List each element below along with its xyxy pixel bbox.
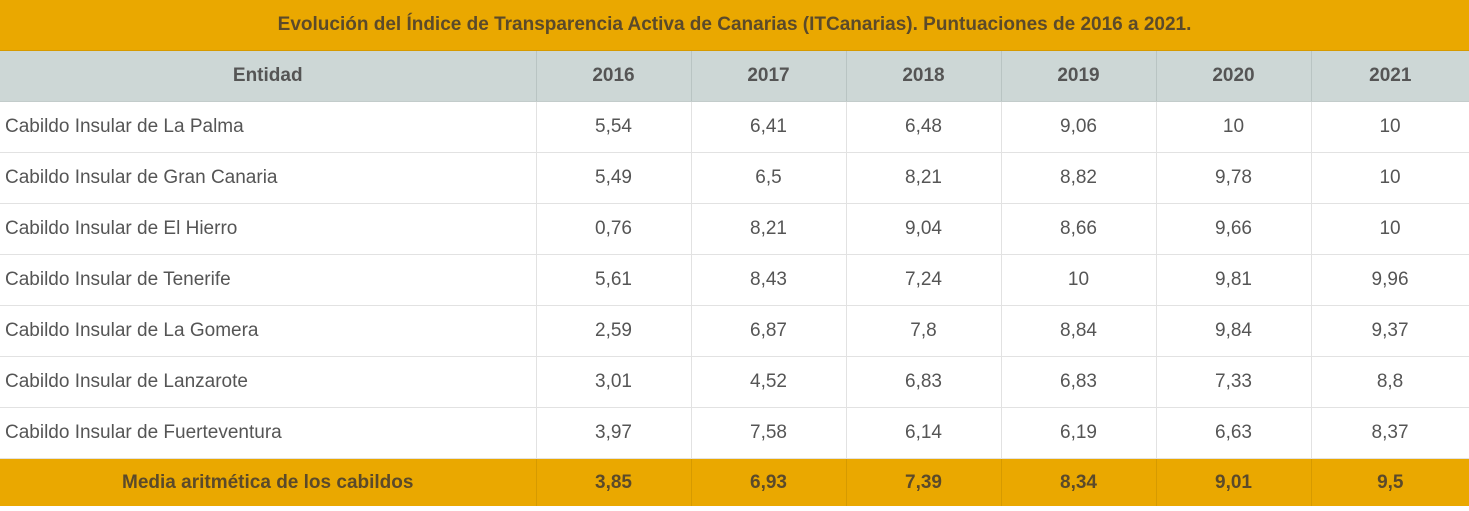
score-cell: 5,61 (536, 254, 692, 306)
column-header-2018: 2018 (846, 50, 1002, 102)
table-row: Cabildo Insular de El Hierro 0,76 8,21 9… (0, 203, 1469, 255)
column-header-2019: 2019 (1001, 50, 1157, 102)
entity-name: Cabildo Insular de El Hierro (0, 203, 537, 255)
score-cell: 6,87 (691, 305, 847, 357)
score-cell: 3,01 (536, 356, 692, 408)
average-cell: 6,93 (691, 458, 847, 506)
table-row: Cabildo Insular de Lanzarote 3,01 4,52 6… (0, 356, 1469, 408)
average-cell: 8,34 (1001, 458, 1157, 506)
entity-name: Cabildo Insular de Fuerteventura (0, 407, 537, 459)
score-cell: 5,54 (536, 101, 692, 153)
average-label: Media aritmética de los cabildos (0, 458, 537, 506)
score-cell: 9,78 (1156, 152, 1312, 204)
score-cell: 9,96 (1311, 254, 1469, 306)
score-cell: 8,8 (1311, 356, 1469, 408)
score-cell: 8,82 (1001, 152, 1157, 204)
score-cell: 8,37 (1311, 407, 1469, 459)
table-header-row: Entidad 2016 2017 2018 2019 2020 2021 (0, 50, 1469, 102)
table-row: Cabildo Insular de Tenerife 5,61 8,43 7,… (0, 254, 1469, 306)
score-cell: 9,37 (1311, 305, 1469, 357)
score-cell: 3,97 (536, 407, 692, 459)
score-cell: 6,14 (846, 407, 1002, 459)
column-header-2016: 2016 (536, 50, 692, 102)
score-cell: 6,83 (846, 356, 1002, 408)
score-cell: 10 (1311, 203, 1469, 255)
column-header-2017: 2017 (691, 50, 847, 102)
average-cell: 3,85 (536, 458, 692, 506)
score-cell: 9,06 (1001, 101, 1157, 153)
table-row: Cabildo Insular de Fuerteventura 3,97 7,… (0, 407, 1469, 459)
score-cell: 8,66 (1001, 203, 1157, 255)
score-cell: 8,84 (1001, 305, 1157, 357)
score-cell: 5,49 (536, 152, 692, 204)
score-cell: 0,76 (536, 203, 692, 255)
score-cell: 6,83 (1001, 356, 1157, 408)
table-row: Cabildo Insular de La Gomera 2,59 6,87 7… (0, 305, 1469, 357)
entity-name: Cabildo Insular de Tenerife (0, 254, 537, 306)
score-cell: 8,21 (691, 203, 847, 255)
score-cell: 2,59 (536, 305, 692, 357)
entity-name: Cabildo Insular de La Palma (0, 101, 537, 153)
table-row: Cabildo Insular de La Palma 5,54 6,41 6,… (0, 101, 1469, 153)
entity-name: Cabildo Insular de Gran Canaria (0, 152, 537, 204)
score-cell: 8,21 (846, 152, 1002, 204)
entity-name: Cabildo Insular de Lanzarote (0, 356, 537, 408)
score-cell: 7,58 (691, 407, 847, 459)
column-header-2020: 2020 (1156, 50, 1312, 102)
score-cell: 9,04 (846, 203, 1002, 255)
score-cell: 10 (1001, 254, 1157, 306)
score-cell: 6,48 (846, 101, 1002, 153)
score-cell: 9,66 (1156, 203, 1312, 255)
table-footer-row: Media aritmética de los cabildos 3,85 6,… (0, 458, 1469, 506)
score-cell: 9,81 (1156, 254, 1312, 306)
score-cell: 4,52 (691, 356, 847, 408)
column-header-2021: 2021 (1311, 50, 1469, 102)
score-cell: 6,63 (1156, 407, 1312, 459)
score-cell: 6,19 (1001, 407, 1157, 459)
score-cell: 10 (1311, 152, 1469, 204)
average-cell: 9,5 (1311, 458, 1469, 506)
table-title: Evolución del Índice de Transparencia Ac… (0, 0, 1469, 51)
score-cell: 6,41 (691, 101, 847, 153)
score-cell: 10 (1311, 101, 1469, 153)
score-cell: 7,24 (846, 254, 1002, 306)
average-cell: 7,39 (846, 458, 1002, 506)
table-title-row: Evolución del Índice de Transparencia Ac… (0, 0, 1469, 51)
score-cell: 8,43 (691, 254, 847, 306)
score-cell: 7,33 (1156, 356, 1312, 408)
entity-name: Cabildo Insular de La Gomera (0, 305, 537, 357)
average-cell: 9,01 (1156, 458, 1312, 506)
score-cell: 6,5 (691, 152, 847, 204)
column-header-entity: Entidad (0, 50, 537, 102)
score-cell: 9,84 (1156, 305, 1312, 357)
score-cell: 10 (1156, 101, 1312, 153)
table-row: Cabildo Insular de Gran Canaria 5,49 6,5… (0, 152, 1469, 204)
score-cell: 7,8 (846, 305, 1002, 357)
